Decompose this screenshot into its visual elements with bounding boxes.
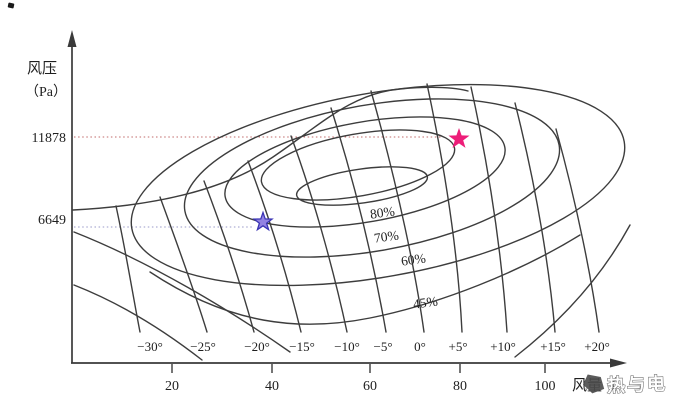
efficiency-label-60: 60% bbox=[400, 250, 427, 268]
low-pressure-star-marker bbox=[252, 210, 274, 232]
watermark-logo-icon bbox=[583, 374, 605, 394]
blade-curve-neg30 bbox=[115, 205, 141, 333]
x-axis-arrow-icon bbox=[610, 358, 627, 368]
blade-angle-label: −5° bbox=[373, 339, 392, 354]
contour-70 bbox=[224, 116, 506, 228]
y-axis-title-line2: （Pa） bbox=[25, 84, 67, 100]
contour-lower-right-arc bbox=[514, 224, 631, 358]
y-tick-label-11878: 11878 bbox=[32, 131, 66, 146]
x-tick-label: 20 bbox=[165, 379, 179, 394]
contour-lower-left-arc-1 bbox=[73, 231, 291, 353]
blade-angle-label: −30° bbox=[137, 339, 163, 354]
blade-curve-pos15 bbox=[514, 102, 556, 333]
blade-curve-pos20 bbox=[555, 128, 600, 333]
x-tick-label: 60 bbox=[363, 379, 377, 394]
efficiency-label-80: 80% bbox=[369, 203, 396, 221]
y-axis-arrow-icon bbox=[67, 30, 77, 47]
efficiency-label-45: 45% bbox=[412, 293, 439, 311]
x-tick-label: 40 bbox=[265, 379, 279, 394]
blade-angle-label: +20° bbox=[584, 339, 610, 354]
x-tick-labels: 20 40 60 80 100 bbox=[165, 379, 556, 394]
contour-innermost bbox=[295, 166, 429, 206]
contour-lower-left-arc-2 bbox=[73, 284, 203, 361]
watermark: 热与电 bbox=[583, 372, 668, 396]
surge-envelope-curve bbox=[72, 86, 469, 211]
blade-curve-neg10 bbox=[290, 135, 348, 333]
blade-curve-neg20 bbox=[203, 180, 255, 333]
blade-angle-label: +10° bbox=[490, 339, 516, 354]
blade-angle-label: −20° bbox=[244, 339, 270, 354]
blade-curve-neg15 bbox=[247, 160, 302, 333]
corner-artifact bbox=[7, 2, 15, 9]
blade-angle-label: 0° bbox=[414, 339, 426, 354]
y-axis-title-line1: 风压 bbox=[27, 60, 57, 77]
blade-angle-label: +5° bbox=[448, 339, 467, 354]
blade-angle-curves bbox=[115, 83, 600, 333]
blade-curve-neg25 bbox=[159, 196, 208, 333]
blade-angle-label: +15° bbox=[540, 339, 566, 354]
contour-45 bbox=[130, 83, 626, 287]
x-tick-label: 100 bbox=[535, 379, 556, 394]
blade-angle-label: −25° bbox=[190, 339, 216, 354]
contour-60 bbox=[183, 98, 561, 258]
blade-curve-pos10 bbox=[470, 86, 508, 333]
blade-angle-label: −10° bbox=[334, 339, 360, 354]
efficiency-contours bbox=[73, 83, 631, 361]
y-tick-label-6649: 6649 bbox=[38, 213, 66, 228]
blade-curve-neg5 bbox=[330, 107, 387, 333]
x-tick-label: 80 bbox=[453, 379, 467, 394]
axes bbox=[67, 30, 627, 373]
blade-curve-0 bbox=[370, 90, 425, 333]
high-pressure-star-marker bbox=[448, 128, 470, 148]
contour-80 bbox=[260, 129, 456, 201]
blade-angle-label: −15° bbox=[289, 339, 315, 354]
efficiency-label-70: 70% bbox=[373, 227, 400, 245]
efficiency-contour-labels: 80% 70% 60% 45% bbox=[369, 203, 439, 311]
contour-45-lower-arc bbox=[149, 234, 581, 325]
watermark-text: 热与电 bbox=[607, 373, 668, 396]
blade-angle-labels: −30° −25° −20° −15° −10° −5° 0° +5° +10°… bbox=[137, 339, 610, 354]
blade-curve-pos5 bbox=[426, 83, 463, 333]
